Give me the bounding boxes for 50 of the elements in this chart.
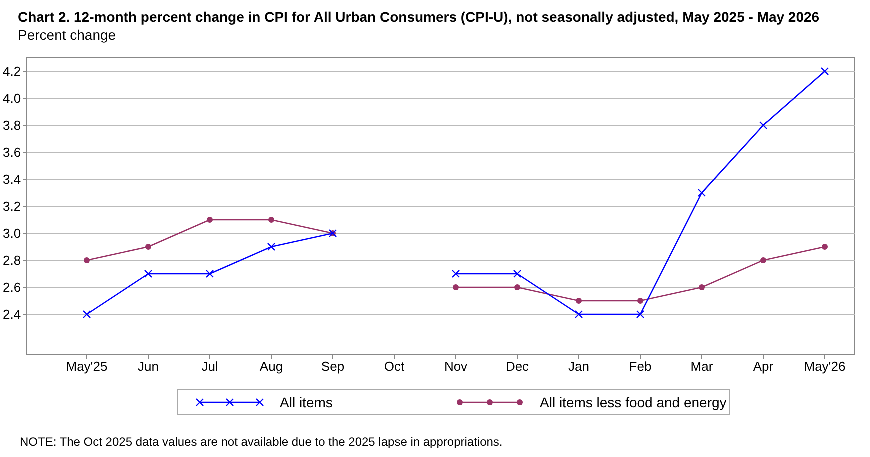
legend-label: All items (280, 394, 333, 410)
legend-label: All items less food and energy (540, 394, 727, 410)
y-tick-label: 3.4 (3, 172, 22, 188)
point (144, 270, 153, 278)
point (698, 188, 706, 198)
y-tick-label: 2.8 (3, 253, 22, 268)
y-tick-label: 3.0 (3, 226, 22, 242)
x-tick-label: Sep (321, 359, 345, 374)
point (514, 284, 520, 290)
y-tick-label: 4.2 (3, 64, 22, 80)
y-tick-label: 2.6 (3, 280, 22, 296)
point (207, 217, 213, 223)
x-tick-label: Mar (690, 359, 714, 374)
point (84, 258, 90, 264)
point (513, 270, 522, 278)
x-tick-label: Feb (629, 359, 652, 374)
point (576, 298, 582, 304)
text: NOTE: The Oct 2025 data values are not available due to the 2025 lapse in appropriations. (20, 435, 503, 449)
point (820, 67, 830, 76)
x-tick-label: Jul (202, 359, 218, 374)
point (267, 242, 276, 252)
x-tick-label: Apr (753, 359, 774, 374)
chart-title: Chart 2. 12-month percent change in CPI for All Urban Consumers (CPI-U), not seasonally adjusted, May 2025 - May 2026 (18, 9, 820, 25)
point (822, 244, 828, 250)
y-axis-title: Percent change (18, 27, 116, 43)
x-tick-label: Jun (138, 359, 159, 374)
x-tick-label: Dec (506, 359, 530, 374)
y-tick-label: 3.6 (3, 145, 22, 160)
x-tick-label: Aug (260, 359, 284, 374)
x-tick-label: Nov (444, 359, 468, 374)
point (760, 258, 766, 264)
x-tick-label: May'25 (66, 359, 108, 374)
point (82, 310, 92, 319)
y-tick-label: 3.8 (3, 118, 22, 134)
point (759, 121, 768, 130)
x-tick-label: Jan (568, 359, 590, 374)
x-tick-label: May'26 (804, 359, 846, 374)
point (636, 310, 645, 319)
point (268, 217, 274, 223)
y-tick-label: 2.4 (3, 307, 22, 322)
x-tick-label: Oct (384, 359, 405, 374)
y-tick-label: 3.2 (3, 199, 22, 214)
point (146, 244, 152, 250)
point (638, 298, 644, 304)
point (206, 270, 214, 278)
point (699, 284, 705, 290)
point (574, 310, 584, 319)
point (452, 270, 460, 278)
y-tick-label: 4.0 (3, 91, 22, 106)
point (453, 284, 459, 290)
